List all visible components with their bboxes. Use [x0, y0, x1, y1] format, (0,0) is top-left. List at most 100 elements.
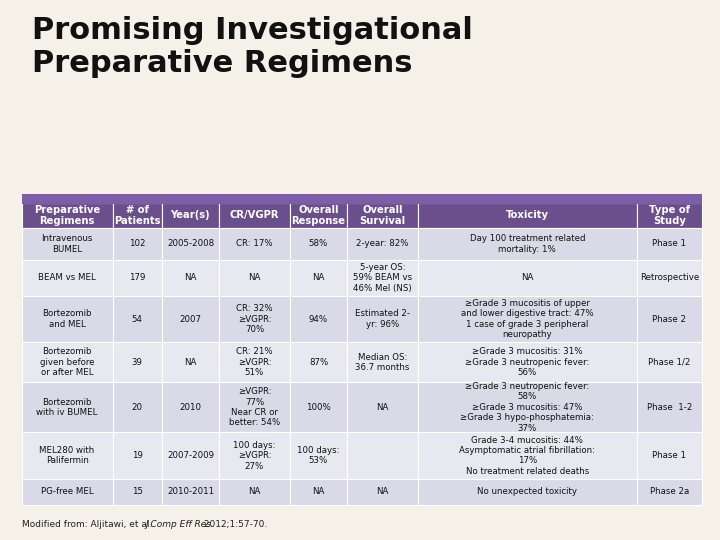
Text: Phase 2: Phase 2: [652, 315, 686, 323]
Bar: [347, 479, 418, 505]
Bar: [219, 202, 290, 228]
Text: # of
Patients: # of Patients: [114, 205, 161, 226]
Bar: [418, 260, 636, 296]
Bar: [290, 342, 347, 382]
Bar: [219, 382, 290, 433]
Text: NA: NA: [184, 273, 197, 282]
Bar: [636, 342, 702, 382]
Text: Retrospective: Retrospective: [639, 273, 699, 282]
Text: Toxicity: Toxicity: [506, 211, 549, 220]
Text: Bortezomib
given before
or after MEL: Bortezomib given before or after MEL: [40, 347, 94, 377]
Bar: [418, 228, 636, 260]
Bar: [418, 342, 636, 382]
Text: Preparative
Regimens: Preparative Regimens: [34, 205, 100, 226]
Bar: [290, 296, 347, 342]
Text: NA: NA: [377, 488, 389, 496]
Text: Phase 1: Phase 1: [652, 451, 686, 460]
Text: CR: 21%
≥VGPR:
51%: CR: 21% ≥VGPR: 51%: [236, 347, 273, 377]
Bar: [22, 433, 112, 479]
Text: 87%: 87%: [309, 358, 328, 367]
Bar: [112, 260, 162, 296]
Text: Promising Investigational
Preparative Regimens: Promising Investigational Preparative Re…: [32, 16, 473, 78]
Bar: [112, 202, 162, 228]
Text: Bortezomib
with iv BUMEL: Bortezomib with iv BUMEL: [37, 397, 98, 417]
Bar: [112, 433, 162, 479]
Bar: [290, 202, 347, 228]
Bar: [22, 194, 702, 204]
Bar: [636, 479, 702, 505]
Text: Year(s): Year(s): [171, 211, 210, 220]
Bar: [22, 479, 112, 505]
Bar: [347, 260, 418, 296]
Text: Estimated 2-
yr: 96%: Estimated 2- yr: 96%: [355, 309, 410, 329]
Bar: [162, 260, 219, 296]
Text: ≥VGPR:
77%
Near CR or
better: 54%: ≥VGPR: 77% Near CR or better: 54%: [229, 387, 280, 427]
Text: BEAM vs MEL: BEAM vs MEL: [38, 273, 96, 282]
Bar: [418, 296, 636, 342]
Text: Bortezomib
and MEL: Bortezomib and MEL: [42, 309, 92, 329]
Text: CR: 32%
≥VGPR:
70%: CR: 32% ≥VGPR: 70%: [236, 304, 273, 334]
Bar: [162, 228, 219, 260]
Text: Day 100 treatment related
mortality: 1%: Day 100 treatment related mortality: 1%: [469, 234, 585, 254]
Bar: [219, 260, 290, 296]
Text: 2010: 2010: [179, 403, 202, 412]
Bar: [418, 479, 636, 505]
Text: Phase  1-2: Phase 1-2: [647, 403, 692, 412]
Text: Overall
Survival: Overall Survival: [359, 205, 405, 226]
Bar: [636, 260, 702, 296]
Bar: [418, 202, 636, 228]
Text: NA: NA: [521, 273, 534, 282]
Text: 54: 54: [132, 315, 143, 323]
Text: 94%: 94%: [309, 315, 328, 323]
Text: ≥Grade 3 neutropenic fever:
58%
≥Grade 3 mucositis: 47%
≥Grade 3 hypo-phosphatem: ≥Grade 3 neutropenic fever: 58% ≥Grade 3…: [460, 382, 594, 433]
Text: 2010-2011: 2010-2011: [167, 488, 214, 496]
Text: J Comp Eff Res.: J Comp Eff Res.: [145, 520, 214, 529]
Bar: [418, 433, 636, 479]
Text: 2007: 2007: [179, 315, 202, 323]
Text: Type of
Study: Type of Study: [649, 205, 690, 226]
Bar: [290, 228, 347, 260]
Text: No unexpected toxicity: No unexpected toxicity: [477, 488, 577, 496]
Bar: [112, 228, 162, 260]
Bar: [22, 202, 112, 228]
Text: 100%: 100%: [306, 403, 331, 412]
Text: Phase 1: Phase 1: [652, 239, 686, 248]
Text: 19: 19: [132, 451, 143, 460]
Bar: [112, 479, 162, 505]
Text: 2-year: 82%: 2-year: 82%: [356, 239, 409, 248]
Text: 39: 39: [132, 358, 143, 367]
Text: NA: NA: [248, 273, 261, 282]
Text: Intravenous
BUMEL: Intravenous BUMEL: [41, 234, 93, 254]
Bar: [162, 479, 219, 505]
Text: NA: NA: [377, 403, 389, 412]
Text: 100 days:
≥VGPR:
27%: 100 days: ≥VGPR: 27%: [233, 441, 276, 470]
Bar: [636, 228, 702, 260]
Text: Grade 3-4 mucositis: 44%
Asymptomatic atrial fibrillation:
17%
No treatment rela: Grade 3-4 mucositis: 44% Asymptomatic at…: [459, 436, 595, 476]
Text: 2005-2008: 2005-2008: [167, 239, 214, 248]
Bar: [347, 202, 418, 228]
Bar: [347, 228, 418, 260]
Text: 179: 179: [129, 273, 145, 282]
Bar: [347, 382, 418, 433]
Bar: [290, 479, 347, 505]
Text: MEL280 with
Palifermin: MEL280 with Palifermin: [40, 446, 95, 465]
Bar: [162, 296, 219, 342]
Text: NA: NA: [248, 488, 261, 496]
Bar: [290, 433, 347, 479]
Text: CR/VGPR: CR/VGPR: [230, 211, 279, 220]
Bar: [347, 433, 418, 479]
Bar: [22, 296, 112, 342]
Bar: [219, 433, 290, 479]
Bar: [290, 382, 347, 433]
Bar: [636, 433, 702, 479]
Text: NA: NA: [312, 488, 325, 496]
Text: 102: 102: [129, 239, 145, 248]
Bar: [112, 382, 162, 433]
Bar: [22, 260, 112, 296]
Text: Median OS:
36.7 months: Median OS: 36.7 months: [356, 353, 410, 372]
Text: 58%: 58%: [309, 239, 328, 248]
Text: NA: NA: [312, 273, 325, 282]
Bar: [636, 296, 702, 342]
Text: NA: NA: [184, 358, 197, 367]
Bar: [347, 342, 418, 382]
